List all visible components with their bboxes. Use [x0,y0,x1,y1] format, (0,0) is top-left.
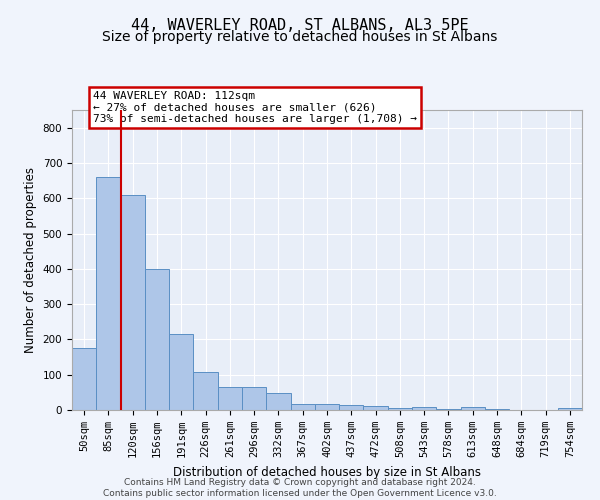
Bar [388,408,412,410]
Bar [364,406,388,410]
Text: Size of property relative to detached houses in St Albans: Size of property relative to detached ho… [103,30,497,44]
Bar [96,177,121,410]
Text: 44, WAVERLEY ROAD, ST ALBANS, AL3 5PE: 44, WAVERLEY ROAD, ST ALBANS, AL3 5PE [131,18,469,32]
Bar [72,348,96,410]
Bar [121,194,145,410]
X-axis label: Distribution of detached houses by size in St Albans: Distribution of detached houses by size … [173,466,481,478]
Bar [242,387,266,410]
Bar [315,404,339,410]
Bar [412,407,436,410]
Bar [290,404,315,410]
Bar [193,372,218,410]
Bar [169,334,193,410]
Bar [145,269,169,410]
Bar [461,407,485,410]
Y-axis label: Number of detached properties: Number of detached properties [24,167,37,353]
Text: 44 WAVERLEY ROAD: 112sqm
← 27% of detached houses are smaller (626)
73% of semi-: 44 WAVERLEY ROAD: 112sqm ← 27% of detach… [92,91,416,124]
Bar [218,387,242,410]
Bar [558,408,582,410]
Text: Contains HM Land Registry data © Crown copyright and database right 2024.
Contai: Contains HM Land Registry data © Crown c… [103,478,497,498]
Bar [266,394,290,410]
Bar [339,404,364,410]
